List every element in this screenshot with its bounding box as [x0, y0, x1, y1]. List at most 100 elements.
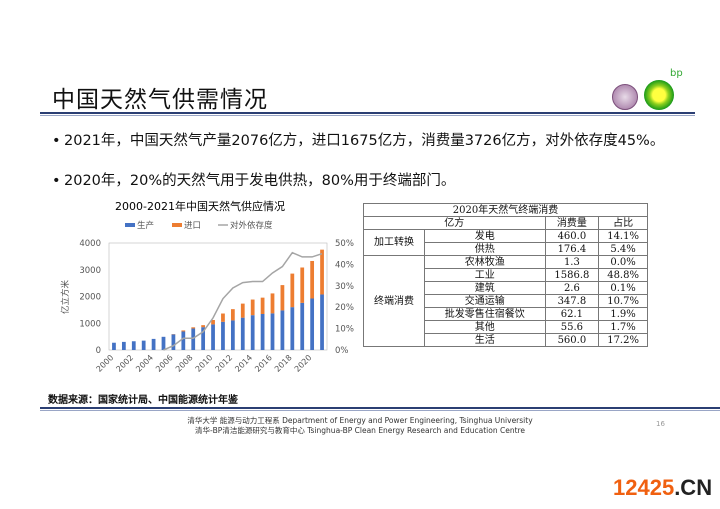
table-cell: 农林牧渔 [424, 255, 546, 269]
bar-import [221, 313, 225, 322]
chart-legend: 生产 进口 对外依存度 [125, 220, 273, 231]
bar-production [121, 341, 126, 350]
table-cell: 加工转换 [363, 229, 425, 256]
bar-import [320, 249, 324, 295]
table-cell: 建筑 [424, 281, 546, 295]
x-tick-label: 2010 [194, 353, 215, 374]
table-cell: 1.7% [598, 320, 648, 334]
x-tick-label: 2018 [273, 353, 294, 374]
bar-production [201, 327, 206, 350]
x-tick-label: 2004 [134, 353, 155, 374]
table-cell: 工业 [424, 268, 546, 282]
y-tick-label: 0 [96, 346, 101, 356]
table-row: 加工转换 发电 460.0 14.1% [363, 229, 648, 256]
x-tick-label: 2020 [293, 353, 314, 374]
x-tick-label: 2002 [114, 353, 135, 374]
bar-production [161, 336, 166, 350]
footer-line-2: 清华-BP清洁能源研究与教育中心 Tsinghua-BP Clean Energ… [194, 426, 526, 435]
page-title: 中国天然气供需情况 [52, 87, 268, 113]
y-tick-label: 4000 [79, 239, 101, 249]
table-cell: 1.3 [544, 255, 600, 269]
bar-import [201, 325, 206, 328]
page-number: 16 [656, 420, 665, 428]
legend-label: 生产 [137, 220, 154, 231]
y2-tick-label: 40% [335, 260, 354, 270]
bar-import [290, 273, 295, 308]
table-cell: 55.6 [544, 320, 600, 334]
bar-production [300, 302, 305, 350]
x-tick-label: 2016 [253, 353, 274, 374]
table-cell: 2.6 [544, 281, 600, 295]
bullet-dot: • [52, 133, 61, 149]
x-tick-label: 2014 [233, 353, 254, 374]
y-tick-label: 3000 [79, 266, 101, 276]
bar-import [181, 330, 186, 332]
y2-tick-label: 0% [335, 346, 349, 356]
bar-production [310, 298, 315, 350]
bar-production [260, 313, 265, 350]
legend-swatch [172, 223, 182, 227]
bar-import [260, 297, 265, 314]
bar-production [230, 320, 235, 350]
plot-frame [108, 242, 328, 351]
y2-tick-label: 10% [335, 325, 354, 335]
title-divider-thin [40, 115, 695, 116]
bullet-item: • 2021年，中国天然气产量2076亿方，进口1675亿方，消费量3726亿方，… [52, 132, 672, 151]
bar-production [280, 310, 285, 350]
table-cell: 17.2% [598, 333, 648, 347]
bar-production [250, 315, 255, 350]
bar-production [141, 340, 146, 350]
bar-import [191, 327, 196, 329]
bullet-dot: • [52, 173, 61, 189]
legend-label: 对外依存度 [230, 220, 273, 231]
table-cell: 460.0 [544, 229, 600, 243]
title-divider [40, 112, 695, 114]
bar-import [230, 309, 235, 321]
bar-production [240, 317, 245, 350]
table-row: 终端消费 农林牧渔 1.3 0.0% [363, 255, 648, 347]
table-cell: 347.8 [544, 294, 600, 308]
y2-tick-label: 50% [335, 239, 354, 249]
x-tick-label: 2000 [95, 353, 116, 374]
table-cell: 176.4 [544, 242, 600, 256]
footer-divider-thin [40, 410, 720, 411]
dependency-line [163, 251, 323, 351]
table-cell: 560.0 [544, 333, 600, 347]
bar-production [151, 338, 156, 350]
footer-line-1: 清华大学 能源与动力工程系 Department of Energy and P… [187, 416, 533, 425]
y-axis-label: 亿立方米 [60, 280, 71, 315]
bullet-text: 2020年，20%的天然气用于发电供热，80%用于终端部门。 [64, 173, 456, 189]
bar-import [300, 267, 305, 303]
legend-label: 进口 [184, 221, 201, 231]
consumption-table: 2020年天然气终端消费 亿方 消费量 占比 加工转换 发电 460.0 14.1% 供热 176… [363, 203, 648, 347]
bar-production [211, 324, 215, 350]
y-tick-label: 2000 [79, 293, 101, 303]
y2-tick-label: 30% [335, 282, 354, 292]
bullet-text: 2021年，中国天然气产量2076亿方，进口1675亿方，消费量3726亿方，对… [64, 133, 665, 149]
table-header-row: 亿方 消费量 占比 [363, 216, 648, 230]
supply-chart: 2000-2021年中国天然气供应情况 生产 进口 对外依存度 0 1000 2000 3… [60, 199, 354, 374]
x-tick-label: 2008 [174, 353, 195, 374]
bar-production [181, 331, 186, 350]
bar-production [221, 321, 225, 350]
y2-tick-label: 20% [335, 303, 354, 313]
table-cell: 14.1% [598, 229, 648, 243]
bar-production [191, 328, 196, 350]
bar-import [240, 303, 245, 318]
table-cell: 0.0% [598, 255, 648, 269]
table-row: 生活 560.0 17.2% [364, 333, 648, 347]
bp-logo [644, 80, 674, 110]
table-cell: 终端消费 [363, 255, 425, 347]
x-tick-label: 2012 [214, 353, 235, 374]
legend-swatch [125, 223, 135, 227]
bar-production [320, 294, 324, 350]
bar-production [112, 342, 116, 350]
bar-production [171, 334, 176, 350]
table-cell: 62.1 [544, 307, 600, 321]
data-source: 数据来源：国家统计局、中国能源统计年鉴 [48, 395, 238, 406]
bp-logo-text: bp [670, 68, 683, 79]
bar-production [131, 341, 136, 350]
table-cell: 交通运输 [424, 294, 546, 308]
table-cell: 供热 [424, 242, 546, 256]
watermark: 12425.CN [613, 475, 712, 501]
